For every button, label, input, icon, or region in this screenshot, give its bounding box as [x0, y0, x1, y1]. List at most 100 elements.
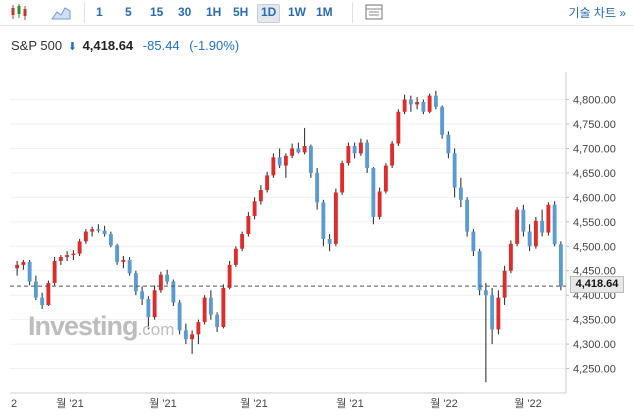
interval-1m-button[interactable]: 1M — [316, 5, 333, 19]
candle-body — [533, 220, 538, 247]
x-tick-label: 월 '22 — [514, 397, 542, 410]
candle-body — [408, 99, 413, 105]
x-tick-label: 월 '22 — [430, 397, 458, 410]
candle-body — [558, 244, 563, 287]
candle-body — [140, 291, 145, 300]
candle-body — [433, 95, 438, 107]
candle-body — [471, 231, 476, 252]
y-tick-label: 4,450.00 — [573, 266, 616, 278]
y-tick-label: 4,350.00 — [573, 315, 616, 327]
candle-body — [277, 157, 282, 166]
candle-body — [415, 102, 420, 105]
candle-body — [346, 146, 351, 164]
candle-body — [308, 146, 313, 173]
technical-chart-link[interactable]: 기술 차트 » — [568, 6, 626, 20]
interval-1d-button[interactable]: 1D — [257, 4, 281, 23]
investing-watermark: Investing.com — [28, 311, 175, 341]
candle-body — [452, 153, 457, 188]
instrument-name: S&P 500 — [11, 38, 63, 53]
candle-body — [302, 146, 307, 153]
candle-body — [208, 297, 213, 315]
price-change: -85.44 — [142, 38, 180, 53]
area-chart-icon[interactable] — [51, 3, 71, 21]
interval-5h-button[interactable]: 5H — [233, 5, 249, 19]
candle-body — [490, 295, 495, 330]
interval-1-button[interactable]: 1 — [96, 5, 103, 19]
interval-30-button[interactable]: 30 — [178, 5, 192, 19]
candle-body — [546, 204, 551, 233]
candle-body — [152, 290, 157, 318]
candle-body — [446, 134, 451, 154]
candle-body — [65, 255, 70, 258]
candle-body — [246, 215, 251, 235]
candle-body — [127, 259, 132, 274]
candle-body — [265, 175, 270, 191]
candle-body — [146, 299, 151, 318]
candle-body — [371, 168, 376, 217]
y-tick-label: 4,700.00 — [573, 143, 616, 155]
candle-body — [121, 259, 126, 262]
candle-body — [527, 231, 532, 247]
candle-body — [27, 261, 32, 282]
x-tick-label: 월 '21 — [56, 397, 84, 410]
candle-body — [340, 163, 345, 193]
candle-body — [240, 234, 245, 249]
last-price-tag: 4,418.64 — [570, 276, 624, 293]
candle-body — [196, 322, 201, 335]
candle-body — [396, 111, 401, 144]
candle-body — [46, 282, 51, 305]
candle-body — [508, 243, 513, 271]
candle-body — [521, 209, 526, 232]
x-tick-label: 월 '21 — [149, 397, 177, 410]
candle-body — [515, 209, 520, 244]
candle-body — [21, 261, 26, 265]
candle-body — [352, 146, 357, 154]
candle-body — [133, 273, 138, 292]
candle-body — [402, 99, 407, 112]
candle-body — [271, 157, 276, 176]
candle-body — [71, 253, 76, 256]
candle-body — [258, 190, 263, 202]
candle-body — [502, 270, 507, 298]
interval-5-button[interactable]: 5 — [125, 5, 132, 19]
candle-body — [315, 172, 320, 203]
interval-1w-button[interactable]: 1W — [288, 5, 306, 19]
toolbar-separator — [352, 2, 353, 23]
candle-body — [115, 245, 120, 262]
candlestick-icon[interactable] — [9, 3, 29, 21]
candle-body — [171, 281, 176, 303]
candle-body — [333, 192, 338, 244]
candle-body — [327, 238, 332, 244]
candle-body — [283, 155, 288, 166]
candle-body — [77, 241, 82, 254]
y-tick-label: 4,800.00 — [573, 95, 616, 107]
y-tick-label: 4,750.00 — [573, 119, 616, 131]
candle-body — [183, 330, 188, 340]
candle-body — [296, 148, 301, 153]
y-tick-label: 4,500.00 — [573, 241, 616, 253]
x-tick-label: 월 '21 — [336, 397, 364, 410]
candle-body — [290, 148, 295, 156]
y-tick-label: 4,550.00 — [573, 217, 616, 229]
candle-body — [58, 257, 63, 261]
candle-body — [365, 142, 370, 169]
quote-header: S&P 500 ⬇ 4,418.64 -85.44 (-1.90%) — [11, 38, 239, 53]
candle-body — [227, 264, 232, 288]
candle-body — [483, 290, 488, 296]
table-view-icon[interactable] — [364, 3, 384, 21]
candle-body — [83, 231, 88, 242]
candle-body — [421, 102, 426, 112]
candle-body — [440, 106, 445, 135]
candle-body — [108, 234, 113, 246]
y-tick-label: 4,650.00 — [573, 168, 616, 180]
candle-body — [465, 199, 470, 232]
interval-15-button[interactable]: 15 — [150, 5, 164, 19]
candle-body — [540, 220, 545, 233]
down-arrow-icon: ⬇ — [67, 41, 77, 53]
candle-body — [221, 287, 226, 327]
candle-body — [321, 202, 326, 239]
candle-body — [477, 251, 482, 291]
interval-1h-button[interactable]: 1H — [206, 5, 222, 19]
x-tick-label: 월 '21 — [240, 397, 268, 410]
